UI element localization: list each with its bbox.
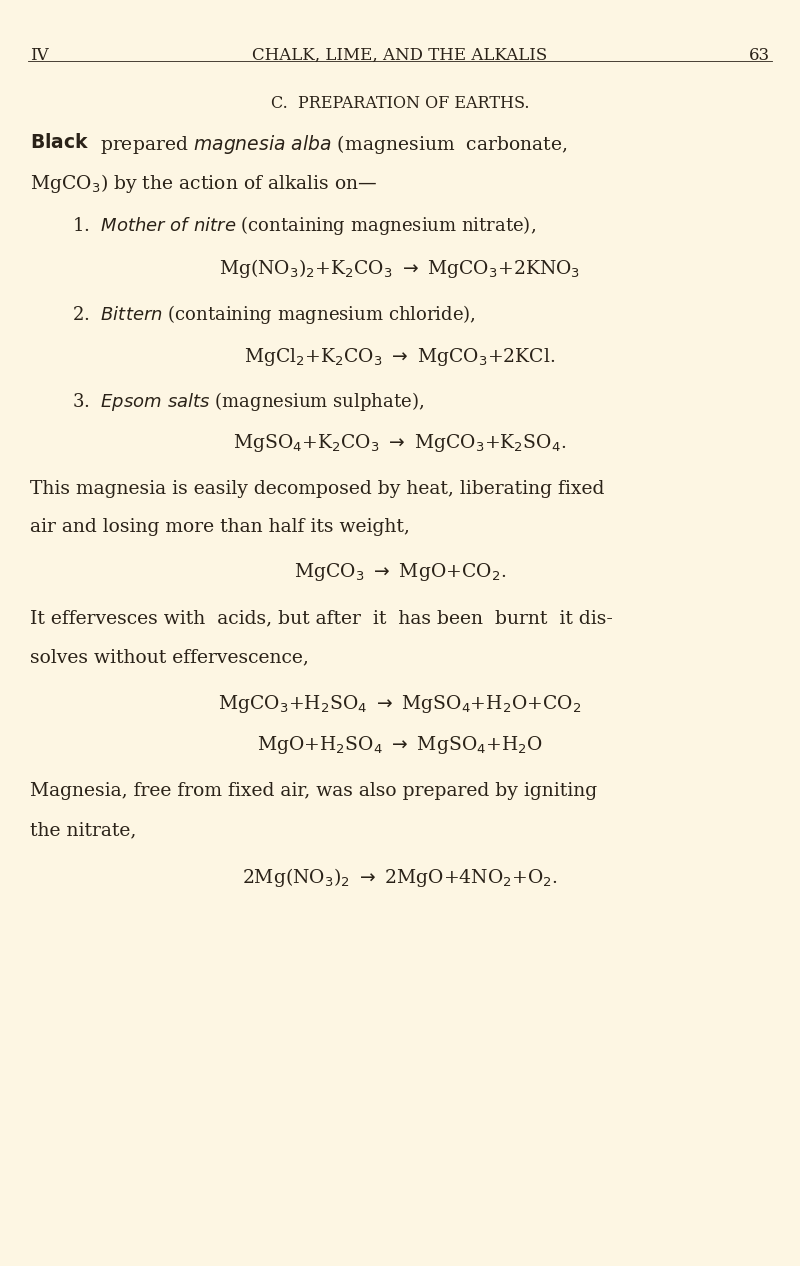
Text: MgCO$_3$+H$_2$SO$_4$ $\rightarrow$ MgSO$_4$+H$_2$O+CO$_2$: MgCO$_3$+H$_2$SO$_4$ $\rightarrow$ MgSO$… xyxy=(218,693,582,714)
Text: solves without effervescence,: solves without effervescence, xyxy=(30,648,310,666)
Text: 3.  $\mathit{Epsom\ salts}$ (magnesium sulphate),: 3. $\mathit{Epsom\ salts}$ (magnesium su… xyxy=(72,390,424,413)
Text: 2Mg(NO$_3$)$_2$ $\rightarrow$ 2MgO+4NO$_2$+O$_2$.: 2Mg(NO$_3$)$_2$ $\rightarrow$ 2MgO+4NO$_… xyxy=(242,866,558,889)
Text: 1.  $\mathit{Mother\ of\ nitre}$ (containing magnesium nitrate),: 1. $\mathit{Mother\ of\ nitre}$ (contain… xyxy=(72,214,536,237)
Text: 2.  $\mathit{Bittern}$ (containing magnesium chloride),: 2. $\mathit{Bittern}$ (containing magnes… xyxy=(72,303,476,325)
Text: MgSO$_4$+K$_2$CO$_3$ $\rightarrow$ MgCO$_3$+K$_2$SO$_4$.: MgSO$_4$+K$_2$CO$_3$ $\rightarrow$ MgCO$… xyxy=(234,432,566,453)
Text: CHALK, LIME, AND THE ALKALIS: CHALK, LIME, AND THE ALKALIS xyxy=(252,47,548,63)
Text: the nitrate,: the nitrate, xyxy=(30,822,137,839)
Text: MgO+H$_2$SO$_4$ $\rightarrow$ MgSO$_4$+H$_2$O: MgO+H$_2$SO$_4$ $\rightarrow$ MgSO$_4$+H… xyxy=(257,734,543,756)
Text: This magnesia is easily decomposed by heat, liberating fixed: This magnesia is easily decomposed by he… xyxy=(30,480,605,498)
Text: Mg(NO$_3$)$_2$+K$_2$CO$_3$ $\rightarrow$ MgCO$_3$+2KNO$_3$: Mg(NO$_3$)$_2$+K$_2$CO$_3$ $\rightarrow$… xyxy=(219,257,581,280)
Text: air and losing more than half its weight,: air and losing more than half its weight… xyxy=(30,518,410,536)
Text: MgCl$_2$+K$_2$CO$_3$ $\rightarrow$ MgCO$_3$+2KCl.: MgCl$_2$+K$_2$CO$_3$ $\rightarrow$ MgCO$… xyxy=(244,346,556,367)
Text: IV: IV xyxy=(30,47,49,63)
Text: Magnesia, free from fixed air, was also prepared by igniting: Magnesia, free from fixed air, was also … xyxy=(30,782,598,800)
Text: prepared $\mathit{magnesia\ alba}$ (magnesium  carbonate,: prepared $\mathit{magnesia\ alba}$ (magn… xyxy=(100,133,568,156)
Text: $\mathbf{Black}$: $\mathbf{Black}$ xyxy=(30,133,90,152)
Text: C.  PREPARATION OF EARTHS.: C. PREPARATION OF EARTHS. xyxy=(270,95,530,111)
Text: MgCO$_3$) by the action of alkalis on—: MgCO$_3$) by the action of alkalis on— xyxy=(30,172,378,195)
Text: It effervesces with  acids, but after  it  has been  burnt  it dis-: It effervesces with acids, but after it … xyxy=(30,609,614,627)
Text: MgCO$_3$ $\rightarrow$ MgO+CO$_2$.: MgCO$_3$ $\rightarrow$ MgO+CO$_2$. xyxy=(294,561,506,582)
Text: 63: 63 xyxy=(749,47,770,63)
